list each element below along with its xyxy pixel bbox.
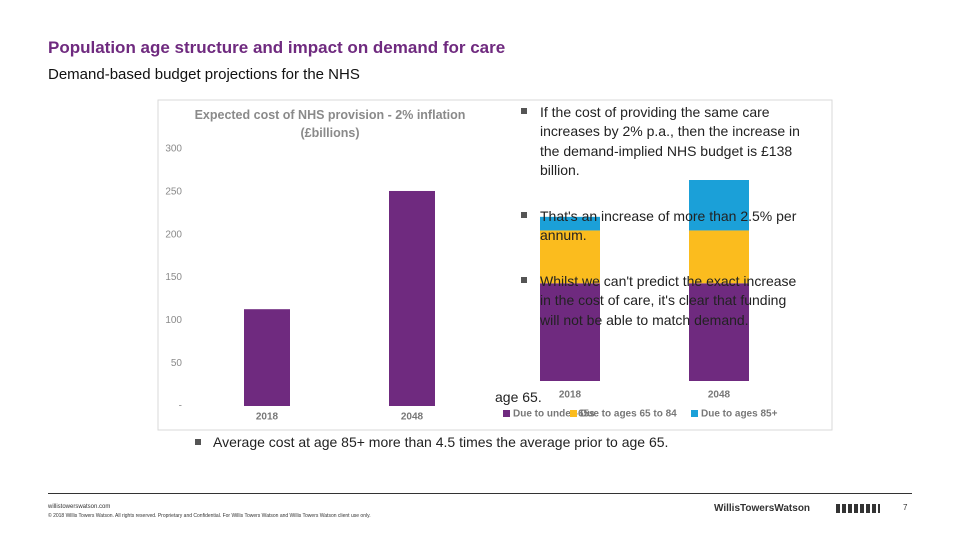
subtitle: Demand-based budget projections for the … [48, 66, 360, 83]
x-tick-label: 2048 [401, 412, 424, 423]
logo-mark [836, 504, 880, 513]
legend-swatch [570, 410, 577, 417]
legend-swatch [503, 410, 510, 417]
stacked-segment [689, 283, 749, 381]
y-tick-label: 250 [165, 186, 182, 197]
legend-label: Due to ages 85+ [701, 409, 778, 420]
footer-rule [48, 493, 912, 494]
bar [244, 309, 290, 406]
stacked-segment [540, 283, 600, 381]
left-chart-title: Expected cost of NHS provision - 2% infl… [194, 108, 466, 140]
y-tick-label: - [179, 401, 182, 412]
main-bullet: Average cost at age 85+ more than 4.5 ti… [213, 434, 669, 450]
bullet-marker [521, 212, 527, 218]
y-tick-label: 100 [165, 315, 182, 326]
logo: WillisTowersWatson [714, 503, 811, 514]
overlay-text: age 65. [495, 389, 542, 405]
y-tick-label: 300 [165, 144, 182, 155]
stacked-segment [689, 230, 749, 284]
page-number: 7 [903, 503, 908, 512]
stacked-segment [689, 180, 749, 231]
bullet: Whilst we can't predict the exact increa… [540, 273, 797, 328]
y-tick-label: 50 [171, 358, 183, 369]
website: willistowerswatson.com [48, 504, 111, 510]
stacked-segment [540, 230, 600, 284]
legend-label: Due to under-65s [513, 409, 595, 420]
y-tick-label: 200 [165, 229, 182, 240]
bar [389, 190, 435, 406]
copyright: © 2018 Willis Towers Watson. All rights … [48, 513, 371, 519]
x-tick-label: 2048 [708, 390, 731, 401]
bullet: If the cost of providing the same care i… [540, 104, 800, 178]
bullet-marker [521, 108, 527, 114]
stacked-segment [540, 216, 600, 231]
y-tick-label: 150 [165, 272, 182, 283]
legend-label: Due to ages 65 to 84 [580, 409, 677, 420]
bullet: That's an increase of more than 2.5% per… [540, 208, 797, 244]
bullet-marker [195, 439, 201, 445]
x-tick-label: 2018 [256, 412, 279, 423]
bullet-marker [521, 277, 527, 283]
x-tick-label: 2018 [559, 390, 582, 401]
title: Population age structure and impact on d… [48, 38, 506, 57]
legend-swatch [691, 410, 698, 417]
